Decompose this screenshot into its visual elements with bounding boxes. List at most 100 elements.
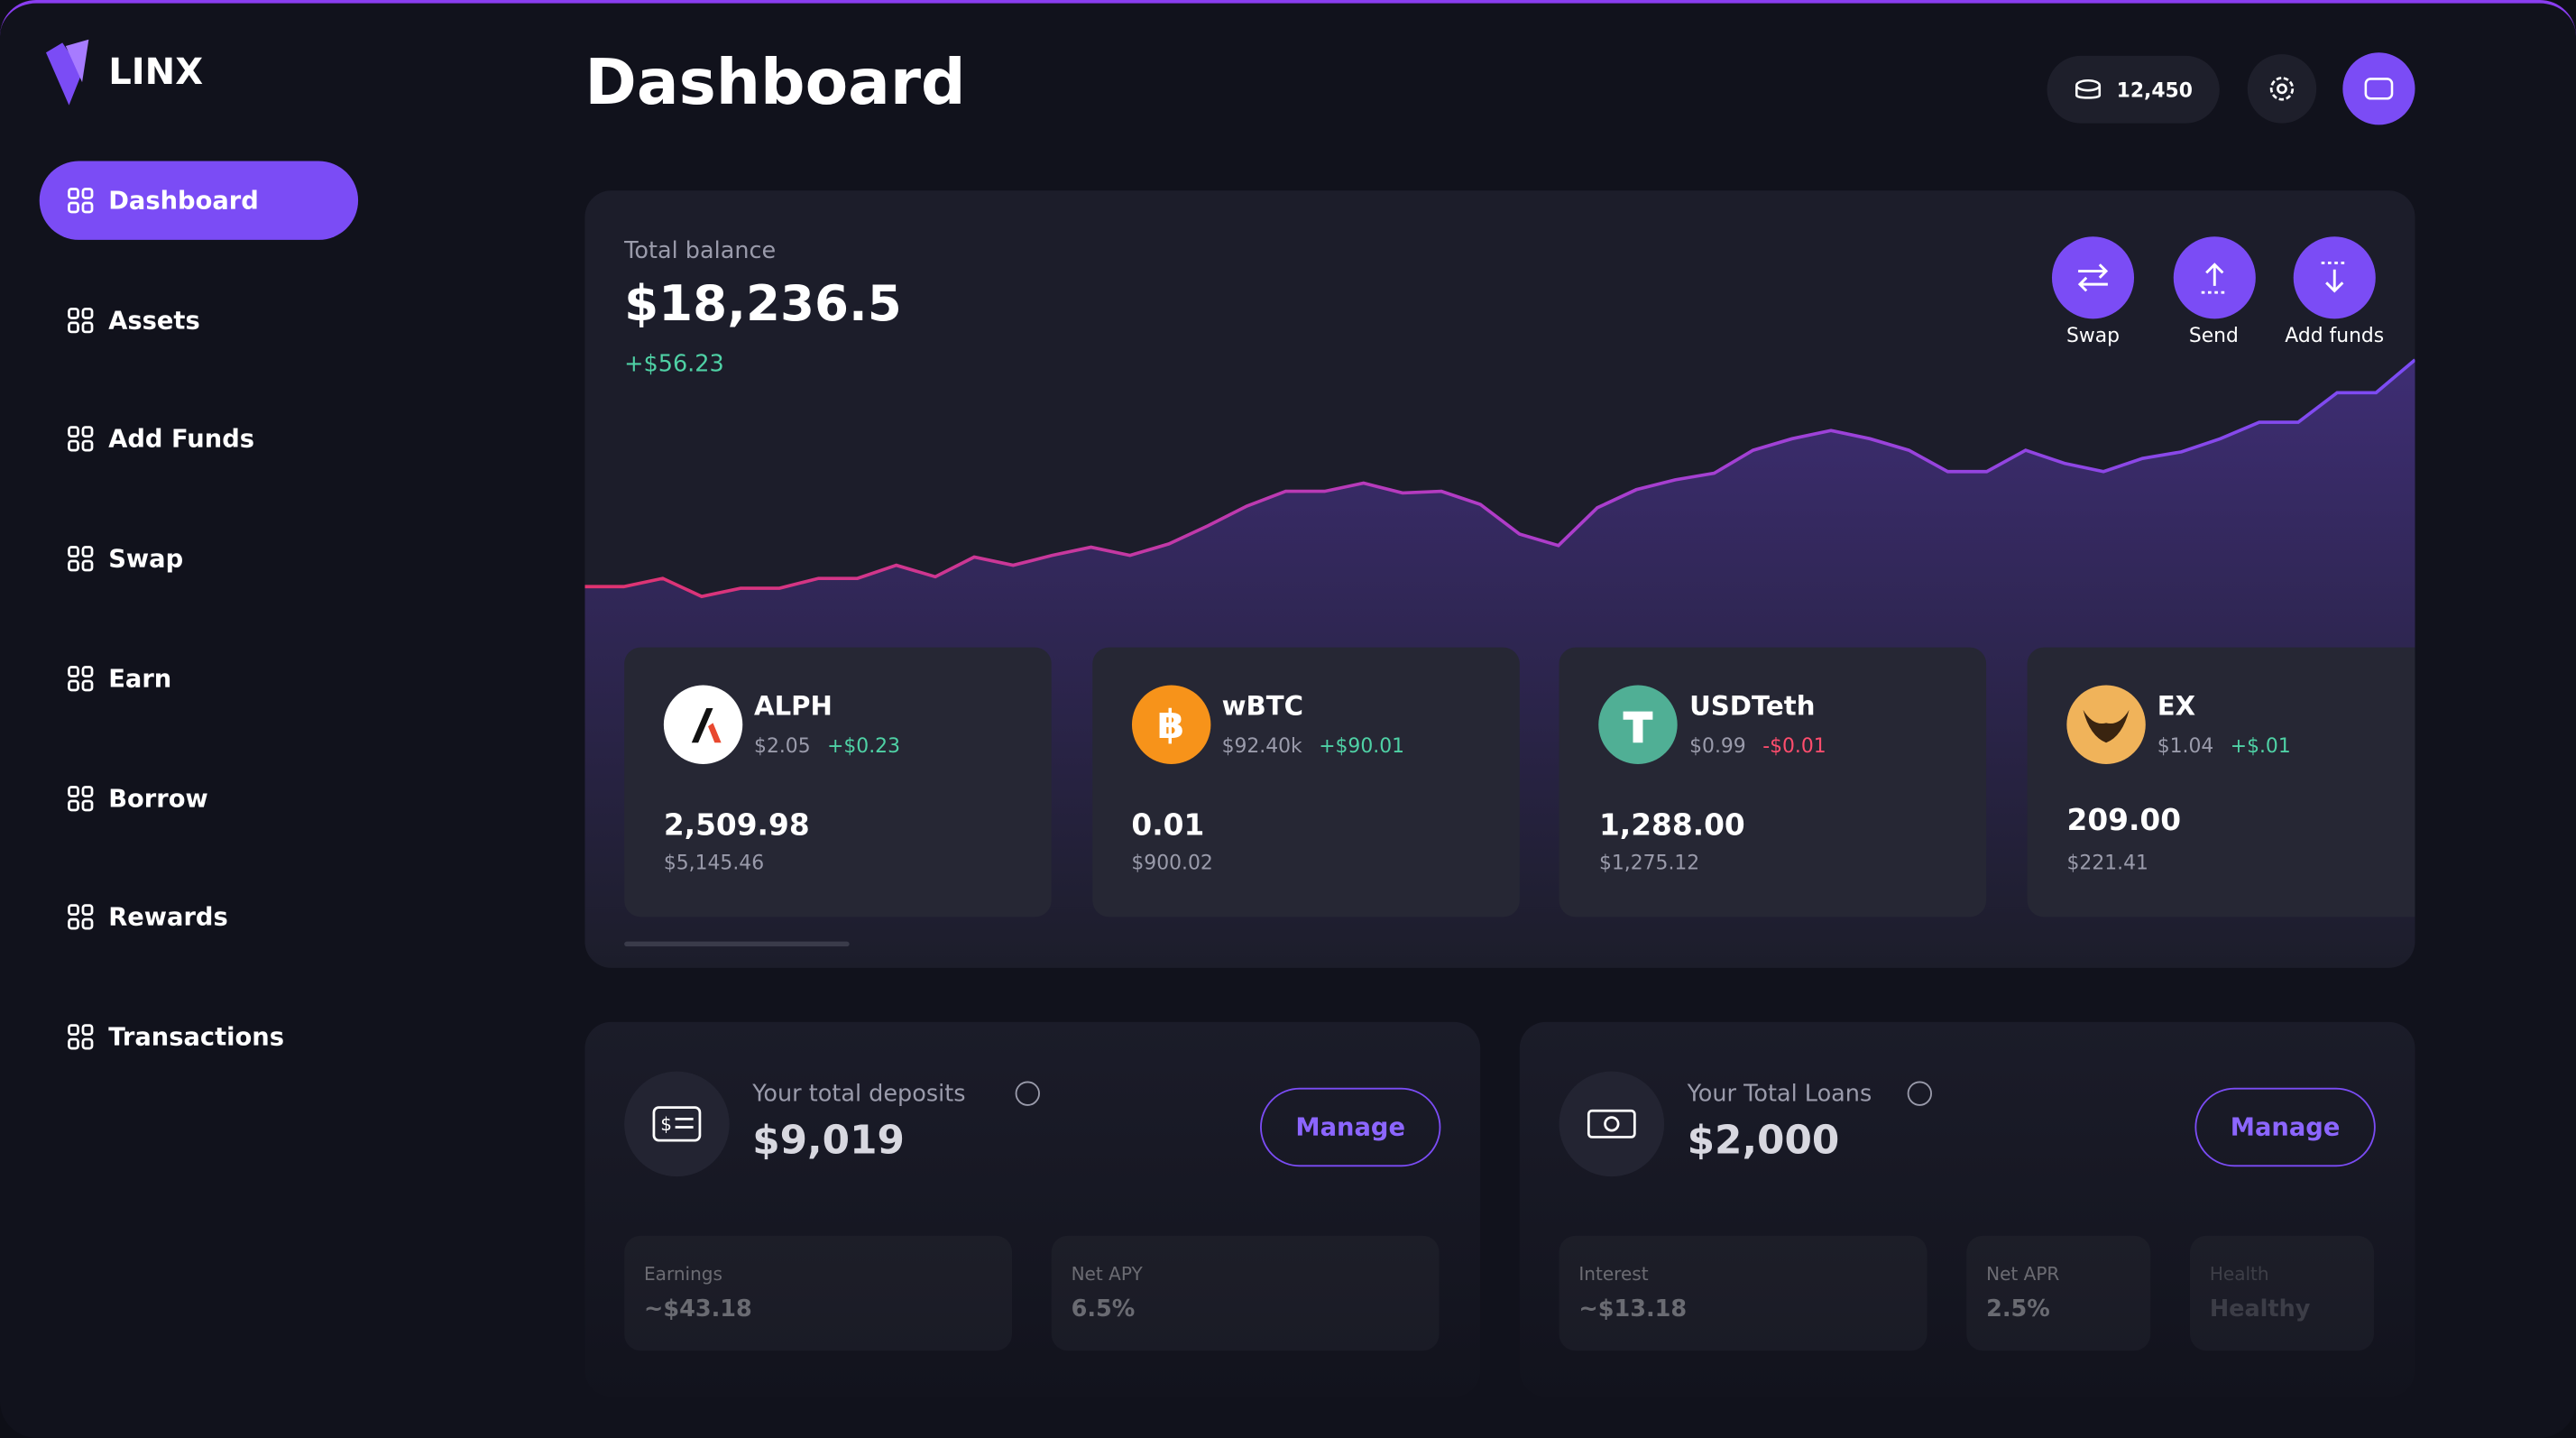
stat-value: ~$43.18 — [644, 1296, 752, 1323]
action-button[interactable] — [2051, 236, 2135, 319]
asset-amount: 0.01 — [1131, 808, 1205, 843]
logo: LINX — [40, 39, 204, 106]
nav-item[interactable]: Add Funds — [40, 400, 358, 478]
stat-value: Healthy — [2209, 1296, 2311, 1323]
asset-icon: ฿ — [1131, 685, 1210, 764]
points[interactable]: 12,450 — [2047, 55, 2220, 124]
action-button[interactable] — [2293, 236, 2376, 319]
nav-icon — [66, 783, 96, 813]
asset-price: $0.99 — [1689, 734, 1746, 758]
info-icon — [1908, 1081, 1933, 1106]
nav-item[interactable]: Dashboard — [39, 161, 359, 240]
asset-card[interactable]: ฿ wBTC $92.40k +$90.01 0.01 $900.02 — [1091, 647, 1520, 917]
panel-icon: $ — [624, 1071, 730, 1177]
asset-symbol: EX — [2157, 690, 2196, 722]
manage-button[interactable]: Manage — [1260, 1087, 1441, 1167]
stat-label: Earnings — [644, 1263, 722, 1286]
manage-button[interactable]: Manage — [2194, 1087, 2376, 1167]
svg-text:$: $ — [660, 1113, 672, 1135]
logo-text: LINX — [108, 51, 204, 93]
nav-item[interactable]: Rewards — [40, 878, 358, 956]
nav-label: Earn — [108, 663, 172, 694]
nav-label: Add Funds — [108, 424, 255, 455]
panel-icon — [1559, 1071, 1665, 1177]
settings-button[interactable] — [2247, 54, 2317, 124]
asset-value: $221.41 — [2066, 851, 2148, 875]
asset-change: +$90.01 — [1319, 734, 1405, 758]
nav-item[interactable]: Transactions — [40, 997, 358, 1075]
action-label: Swap — [2065, 323, 2121, 347]
asset-symbol: wBTC — [1221, 690, 1303, 722]
stat-box: Earnings ~$43.18 — [624, 1236, 1012, 1351]
nav-icon — [66, 1022, 96, 1052]
points-value: 12,450 — [2116, 78, 2193, 102]
deposits-panel: $ Your total deposits $9,019 Manage Earnings… — [584, 1021, 1481, 1397]
nav-item[interactable]: Assets — [40, 281, 358, 359]
asset-value: $900.02 — [1131, 851, 1213, 875]
scrollbar[interactable] — [624, 941, 850, 947]
asset-value: $5,145.46 — [663, 851, 765, 875]
asset-amount: 2,509.98 — [663, 808, 810, 843]
nav-icon — [66, 663, 96, 693]
asset-card[interactable]: ALPH $2.05 +$0.23 2,509.98 $5,145.46 — [624, 647, 1052, 917]
stat-label: Interest — [1578, 1263, 1649, 1286]
chart-line — [584, 358, 2415, 599]
loans-panel: Your Total Loans $2,000 Manage Interest ~$13… — [1519, 1021, 2415, 1397]
asset-change: -$0.01 — [1762, 734, 1826, 758]
asset-price: $92.40k — [1221, 734, 1302, 758]
asset-change: +$0.23 — [827, 734, 901, 758]
action-label: Send — [2188, 323, 2239, 347]
nav-icon — [66, 305, 96, 335]
panel-amount: $2,000 — [1687, 1117, 1840, 1164]
action-button[interactable] — [2172, 236, 2255, 319]
stat-value: 6.5% — [1071, 1296, 1136, 1323]
wallet-button[interactable] — [2342, 52, 2415, 125]
nav-item[interactable]: Swap — [40, 520, 358, 598]
asset-price: $1.04 — [2157, 734, 2214, 758]
stat-value: ~$13.18 — [1578, 1296, 1688, 1323]
asset-amount: 1,288.00 — [1598, 808, 1745, 843]
stat-label: Health — [2209, 1263, 2269, 1286]
balance-card: Total balance $18,236.5 +$56.23 Swap Send… — [584, 190, 2415, 968]
asset-card[interactable]: USDTeth $0.99 -$0.01 1,288.00 $1,275.12 — [1559, 647, 1987, 917]
nav-label: Assets — [108, 305, 200, 336]
nav-icon — [66, 544, 96, 574]
balance-amount: $18,236.5 — [624, 276, 902, 334]
asset-change: +$.01 — [2230, 734, 2291, 758]
asset-price: $2.05 — [754, 734, 811, 758]
asset-symbol: USDTeth — [1689, 690, 1816, 722]
stat-box: Health Healthy — [2190, 1236, 2374, 1351]
panel-label: Your Total Loans — [1687, 1081, 1872, 1108]
asset-icon — [663, 685, 743, 764]
asset-value: $1,275.12 — [1598, 851, 1700, 875]
asset-icon — [2066, 685, 2146, 764]
stat-label: Net APY — [1071, 1263, 1143, 1286]
info-icon — [1014, 1081, 1040, 1106]
nav-icon — [66, 186, 96, 216]
panel-label: Your total deposits — [752, 1081, 966, 1108]
stat-value: 2.5% — [1986, 1296, 2050, 1323]
balance-label: Total balance — [624, 238, 777, 265]
nav-icon — [66, 902, 96, 932]
stat-label: Net APR — [1986, 1263, 2060, 1286]
action-label: Add funds — [2285, 323, 2385, 347]
nav-icon — [66, 425, 96, 455]
asset-icon — [1598, 685, 1679, 764]
stat-box: Net APR 2.5% — [1966, 1236, 2150, 1351]
nav-item[interactable]: Earn — [40, 639, 358, 717]
nav-label: Transactions — [108, 1021, 285, 1052]
asset-symbol: ALPH — [754, 690, 833, 722]
nav-label: Borrow — [108, 782, 208, 813]
nav-label: Swap — [108, 544, 184, 574]
nav-label: Dashboard — [108, 185, 259, 216]
panel-amount: $9,019 — [752, 1117, 905, 1164]
stat-box: Net APY 6.5% — [1052, 1236, 1440, 1351]
asset-card[interactable]: EX $1.04 +$.01 209.00 $221.41 — [2027, 647, 2415, 917]
nav-item[interactable]: Borrow — [40, 759, 358, 837]
asset-amount: 209.00 — [2066, 803, 2182, 838]
page-title: Dashboard — [584, 46, 966, 119]
nav-label: Rewards — [108, 902, 228, 933]
stat-box: Interest ~$13.18 — [1559, 1236, 1927, 1351]
balance-change: +$56.23 — [624, 351, 724, 378]
